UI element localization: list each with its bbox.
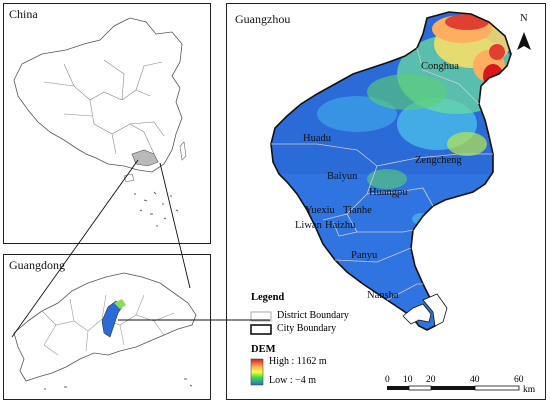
legend-city-boundary: City Boundary: [277, 323, 337, 334]
guangzhou-title: Guangzhou: [235, 12, 291, 26]
scalebar-seg-2: [408, 385, 432, 391]
china-title: China: [9, 7, 38, 21]
dem-high-label: High : 1162 m: [269, 356, 327, 367]
guangzhou-panel: Guangzhou: [226, 3, 546, 400]
district-label-haizhu: Haizhu: [325, 220, 356, 231]
scalebar-tick-10: 10: [403, 375, 413, 385]
scalebar-seg-3: [431, 386, 475, 390]
district-label-yuexiu: Yuexiu: [305, 205, 335, 216]
scale-bar: [387, 385, 520, 391]
dem-low-label: Low : −4 m: [269, 375, 317, 386]
district-boundaries: [271, 47, 493, 301]
city-boundary-swatch: [250, 324, 272, 335]
district-label-liwan: Liwan: [295, 220, 322, 231]
north-arrow: [517, 32, 531, 50]
north-arrow-label: N: [520, 13, 528, 24]
district-label-huadu: Huadu: [303, 133, 331, 144]
legend-district-boundary: District Boundary: [277, 310, 349, 321]
china-map: [13, 17, 187, 227]
hainan-island: [123, 173, 135, 183]
district-label-conghua: Conghua: [421, 61, 459, 72]
pearl-river-estuary: [422, 293, 448, 327]
dem-legend: [250, 311, 272, 386]
north-arrow-icon: [517, 32, 531, 50]
scalebar-tick-20: 20: [426, 375, 436, 385]
guangdong-islands: [44, 378, 193, 390]
scalebar-seg-1: [387, 386, 409, 390]
district-label-panyu: Panyu: [351, 250, 378, 261]
china-panel: China: [3, 3, 211, 244]
guangdong-panel: Guangdong: [3, 254, 211, 400]
district-label-zengcheng: Zengcheng: [415, 155, 462, 166]
legend-title: Legend: [251, 292, 285, 303]
district-label-tianhe: Tianhe: [343, 205, 372, 216]
scalebar-unit: km: [523, 385, 536, 395]
district-label-huangpu: Huangpu: [369, 187, 408, 198]
scalebar-tick-0: 0: [385, 375, 390, 385]
china-provinces: [43, 59, 165, 155]
scalebar-seg-4: [474, 385, 520, 391]
district-label-nansha: Nansha: [367, 290, 399, 301]
scalebar-tick-60: 60: [514, 375, 524, 385]
guangdong-map: [13, 272, 197, 390]
dem-title: DEM: [251, 344, 276, 355]
scalebar-tick-40: 40: [470, 375, 480, 385]
dem-colorbar: [250, 358, 264, 386]
guangdong-title: Guangdong: [9, 258, 65, 272]
taiwan-island: [179, 141, 187, 161]
district-label-baiyun: Baiyun: [327, 171, 358, 182]
district-boundary-swatch: [250, 311, 272, 322]
guangzhou-map: [250, 11, 531, 391]
china-outline: [13, 17, 183, 173]
nansha-river: [402, 303, 432, 325]
south-china-sea-dots: [134, 191, 179, 227]
